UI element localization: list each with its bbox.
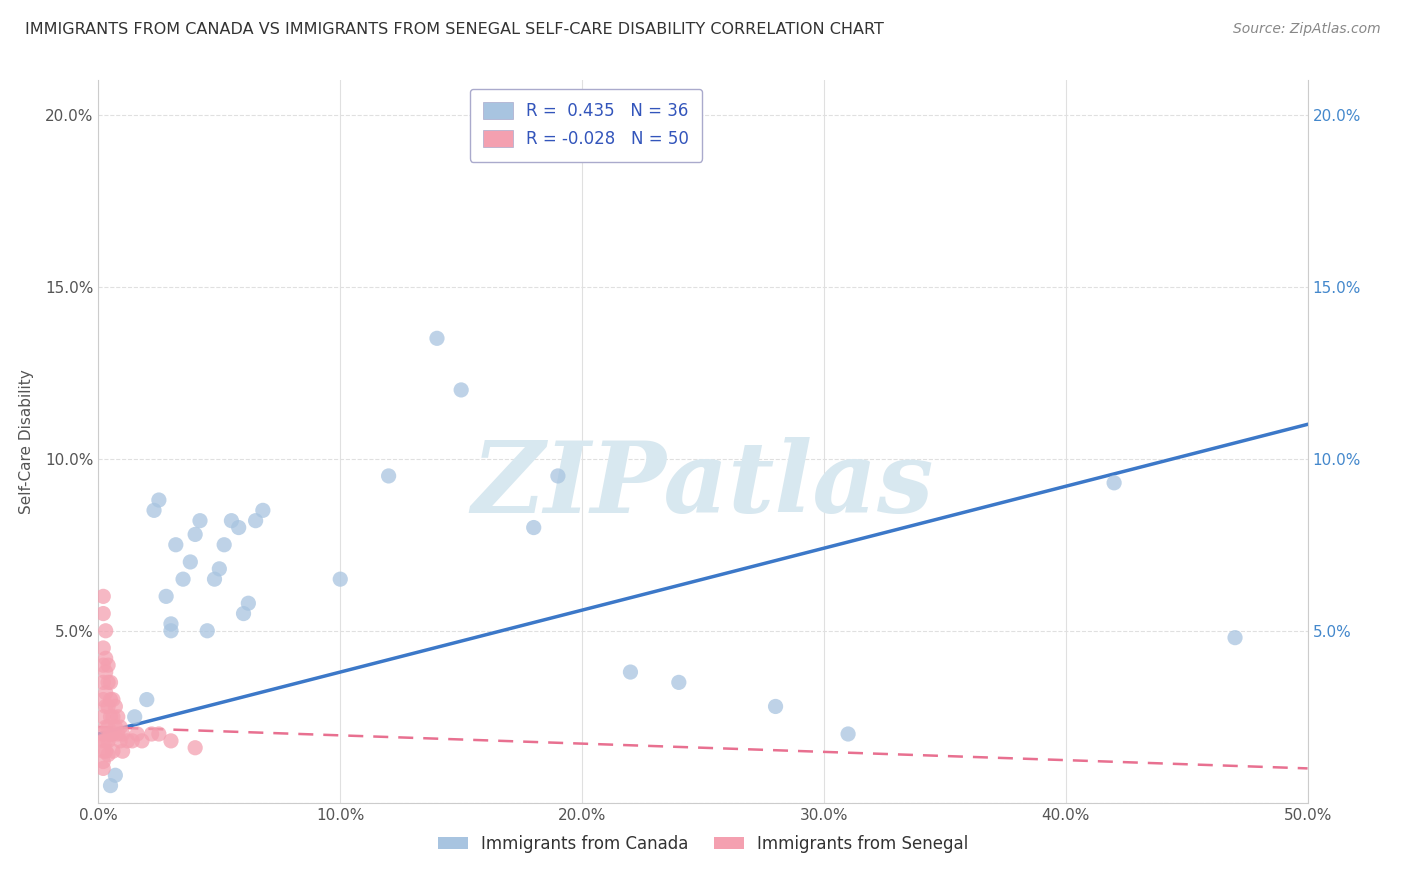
Point [221,514,243,528]
Point [668,675,690,690]
Point [111,727,134,741]
Point [252,503,274,517]
Point [117,734,139,748]
Point [148,493,170,508]
Point [94,686,117,700]
Point [104,699,127,714]
Point [91,692,114,706]
Point [547,469,569,483]
Point [91,590,114,604]
Point [97,720,120,734]
Point [212,538,235,552]
Point [135,692,157,706]
Point [100,710,122,724]
Point [179,555,201,569]
Point [91,734,114,748]
Point [523,520,546,534]
Point [104,768,127,782]
Point [426,331,449,345]
Point [107,710,129,724]
Point [1102,475,1125,490]
Point [101,727,124,741]
Point [188,514,211,528]
Point [97,675,120,690]
Point [238,596,260,610]
Point [97,658,120,673]
Point [100,692,122,706]
Point [94,734,117,748]
Point [155,590,177,604]
Point [91,607,114,621]
Point [143,503,166,517]
Point [1223,631,1246,645]
Point [228,520,250,534]
Point [160,734,183,748]
Point [97,734,120,748]
Point [208,562,231,576]
Point [204,572,226,586]
Point [377,469,399,483]
Point [104,720,127,734]
Point [91,727,114,741]
Text: IMMIGRANTS FROM CANADA VS IMMIGRANTS FROM SENEGAL SELF-CARE DISABILITY CORRELATI: IMMIGRANTS FROM CANADA VS IMMIGRANTS FRO… [25,22,884,37]
Point [91,744,114,758]
Point [94,651,117,665]
Point [765,699,787,714]
Point [195,624,218,638]
Point [131,734,153,748]
Legend: Immigrants from Canada, Immigrants from Senegal: Immigrants from Canada, Immigrants from … [432,828,974,860]
Point [94,744,117,758]
Point [160,624,183,638]
Point [91,710,114,724]
Point [184,527,207,541]
Point [837,727,859,741]
Point [91,640,114,655]
Point [91,658,114,673]
Point [94,699,117,714]
Point [101,744,124,758]
Point [232,607,254,621]
Point [127,727,149,741]
Point [101,692,124,706]
Point [108,720,131,734]
Point [450,383,472,397]
Point [619,665,641,679]
Point [160,616,183,631]
Point [148,727,170,741]
Point [165,538,187,552]
Text: Source: ZipAtlas.com: Source: ZipAtlas.com [1233,22,1381,37]
Point [97,747,120,762]
Point [100,779,122,793]
Point [172,572,194,586]
Point [108,734,131,748]
Point [184,740,207,755]
Point [100,675,122,690]
Y-axis label: Self-Care Disability: Self-Care Disability [20,369,34,514]
Point [107,727,129,741]
Point [141,727,163,741]
Point [97,699,120,714]
Point [94,665,117,679]
Point [91,675,114,690]
Point [121,734,143,748]
Point [111,744,134,758]
Point [124,710,146,724]
Point [94,720,117,734]
Point [329,572,352,586]
Point [100,727,122,741]
Point [101,710,124,724]
Point [94,624,117,638]
Point [91,755,114,769]
Point [91,761,114,775]
Point [245,514,267,528]
Text: ZIPatlas: ZIPatlas [472,437,934,533]
